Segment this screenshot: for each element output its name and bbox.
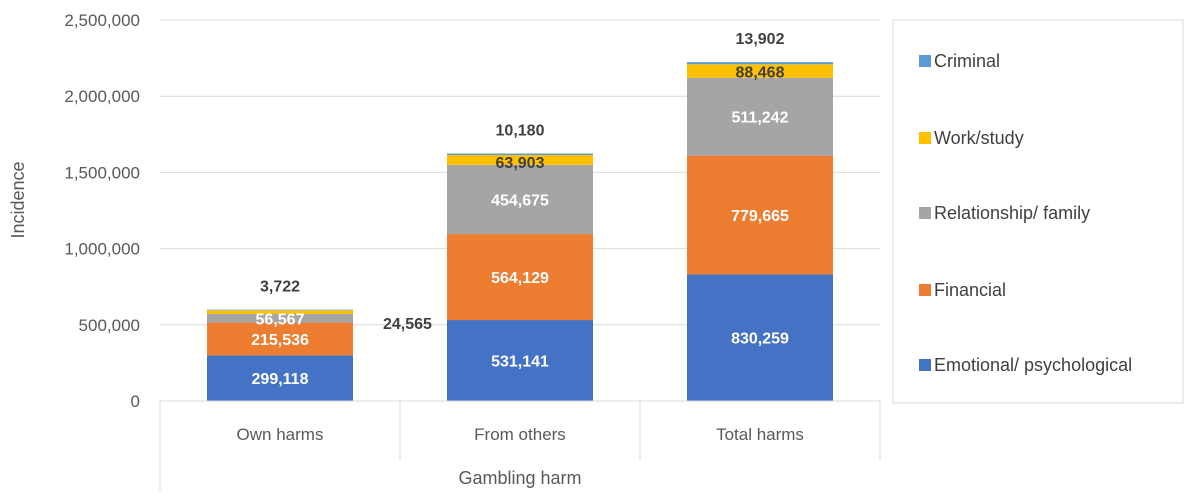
bar-segment xyxy=(447,153,593,156)
bar-segment xyxy=(207,322,353,356)
x-tick-label: From others xyxy=(474,425,566,444)
data-label: 56,567 xyxy=(256,311,305,328)
x-tick-label: Own harms xyxy=(237,425,324,444)
bar-segment xyxy=(447,164,593,235)
legend-box xyxy=(892,19,1184,404)
bar-segment xyxy=(687,77,833,156)
data-label: 454,675 xyxy=(491,192,549,209)
bar-segment xyxy=(207,309,353,311)
legend-label: Emotional/ psychological xyxy=(934,355,1132,375)
x-axis-title: Gambling harm xyxy=(458,468,581,488)
y-axis-title: Incidence xyxy=(8,161,28,238)
data-label: 88,468 xyxy=(736,64,785,81)
x-tick-label: Total harms xyxy=(716,425,804,444)
data-label: 3,722 xyxy=(260,279,300,296)
axes: 0 500,000 1,000,000 1,500,000 2,000,000 2,500… xyxy=(64,11,881,491)
bars xyxy=(207,62,833,401)
legend: Criminal Work/study Relationship/ family Fi… xyxy=(892,19,1184,404)
data-label: 215,536 xyxy=(251,332,309,349)
bar-segment xyxy=(447,155,593,165)
bar-segment xyxy=(687,64,833,78)
bar-segment xyxy=(207,355,353,401)
data-label: 564,129 xyxy=(491,270,549,287)
legend-swatch xyxy=(919,132,931,144)
legend-label: Work/study xyxy=(934,128,1024,148)
y-tick-label: 1,000,000 xyxy=(64,240,140,259)
legend-swatch xyxy=(919,284,931,296)
data-label: 24,565 xyxy=(383,316,432,333)
data-label: 299,118 xyxy=(252,371,309,388)
legend-label: Financial xyxy=(934,280,1006,300)
data-label: 13,902 xyxy=(736,31,785,48)
y-tick-label: 500,000 xyxy=(79,316,140,335)
bar-segment xyxy=(687,62,833,65)
data-labels: 299,118 215,536 56,567 24,565 3,722 531,141 56… xyxy=(251,31,789,388)
bar-segment xyxy=(687,274,833,401)
bar-segment xyxy=(687,155,833,275)
bar-segment xyxy=(207,313,353,323)
legend-swatch xyxy=(919,359,931,371)
legend-label: Criminal xyxy=(934,51,1000,71)
data-label: 779,665 xyxy=(731,208,789,225)
data-label: 10,180 xyxy=(496,122,545,139)
y-tick-label: 1,500,000 xyxy=(64,163,140,182)
y-tick-label: 0 xyxy=(131,392,140,411)
bar-segment xyxy=(207,310,353,314)
y-tick-label: 2,500,000 xyxy=(64,11,140,30)
legend-label: Relationship/ family xyxy=(934,203,1090,223)
data-label: 511,242 xyxy=(732,110,789,127)
legend-swatch xyxy=(919,55,931,67)
legend-swatch xyxy=(919,207,931,219)
y-tick-label: 2,000,000 xyxy=(64,87,140,106)
data-label: 531,141 xyxy=(491,354,549,371)
data-label: 63,903 xyxy=(496,155,545,172)
bar-segment xyxy=(447,234,593,321)
bar-segment xyxy=(447,320,593,401)
data-label: 830,259 xyxy=(731,331,789,348)
